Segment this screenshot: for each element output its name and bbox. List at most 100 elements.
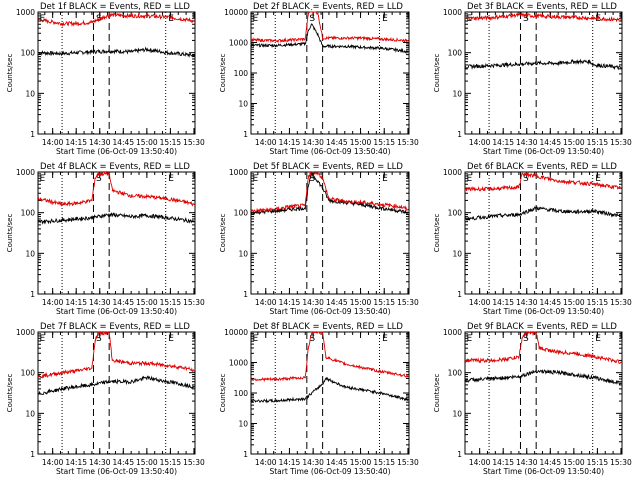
x-tick-label: 14:15 [65, 458, 87, 467]
y-tick-label: 1 [30, 450, 35, 459]
events-data-point [250, 400, 253, 402]
events-data-point [464, 218, 467, 220]
x-tick-label: 14:00 [255, 138, 277, 147]
events-data-point [502, 214, 504, 217]
events-data-point [61, 219, 63, 221]
lld-data-point [593, 183, 595, 185]
lld-data-point [307, 175, 310, 177]
panel-det-6: Det 6f BLACK = Events, RED = LLD Counts/s… [433, 162, 632, 316]
events-series-line [38, 212, 194, 225]
x-tick-label: 15:15 [160, 298, 182, 307]
x-tick-label: 14:30 [302, 298, 324, 307]
lld-data-point [310, 331, 313, 333]
panel-title: Det 4f BLACK = Events, RED = LLD [40, 162, 190, 172]
lld-data-point [502, 15, 504, 17]
x-tick-label: 15:00 [350, 458, 372, 467]
lld-data-point [317, 12, 319, 14]
y-axis-label: Counts/sec [433, 374, 441, 413]
x-tick-label: 14:30 [516, 138, 538, 147]
lld-data-point [359, 366, 362, 368]
events-data-point [317, 34, 319, 36]
x-tick-label: 14:00 [42, 138, 64, 147]
y-tick-label: 1 [243, 450, 248, 459]
lld-data-point [407, 375, 409, 378]
events-data-point [612, 213, 614, 216]
events-data-point [588, 61, 591, 63]
lld-data-point [524, 332, 526, 334]
lld-data-point [359, 201, 362, 203]
events-data-point [593, 377, 595, 379]
y-tick-label: 1 [30, 290, 35, 299]
y-tick-label: 10 [25, 249, 35, 258]
x-tick-label: 14:15 [492, 138, 514, 147]
lld-data-point [407, 208, 409, 211]
lld-data-point [37, 376, 40, 378]
y-tick-label: 10 [238, 420, 248, 429]
lld-data-point [61, 372, 63, 374]
events-data-point [274, 44, 276, 47]
x-tick-label: 14:15 [492, 458, 514, 467]
events-data-point [304, 43, 306, 45]
events-data-point [399, 397, 401, 399]
region-marker: E [253, 14, 259, 24]
x-tick-label: 15:30 [397, 138, 419, 147]
lld-data-point [521, 173, 523, 175]
events-data-point [557, 62, 559, 64]
x-axis-label: Start Time (06-Oct-09 13:50:40) [56, 467, 177, 476]
lld-data-point [304, 38, 306, 40]
lld-data-point [502, 187, 504, 189]
y-axis-label: Counts/sec [6, 374, 14, 413]
lld-data-point [399, 39, 401, 41]
region-marker: E [467, 334, 473, 344]
region-marker: S [523, 14, 529, 24]
events-data-point [322, 187, 324, 189]
x-tick-label: 15:00 [136, 138, 158, 147]
y-axis-label: Counts/sec [6, 214, 14, 253]
y-tick-label: 10000 [224, 8, 248, 17]
panel-det-2: Det 2f BLACK = Events, RED = LLD Counts/s… [219, 2, 419, 156]
y-tick-label: 10 [25, 409, 35, 418]
x-tick-label: 14:00 [255, 298, 277, 307]
lld-data-point [535, 175, 537, 177]
events-data-point [557, 372, 559, 374]
y-tick-label: 1 [243, 130, 248, 139]
panel-title: Det 3f BLACK = Events, RED = LLD [467, 2, 617, 12]
x-axis-label: Start Time (06-Oct-09 13:50:40) [269, 467, 390, 476]
events-data-point [274, 400, 276, 402]
y-tick-label: 100 [234, 389, 249, 398]
region-marker: E [595, 334, 601, 344]
events-data-point [488, 378, 490, 380]
y-tick-label: 100 [21, 209, 36, 218]
x-tick-label: 14:45 [539, 298, 561, 307]
region-marker: E [595, 174, 601, 184]
x-tick-label: 15:15 [373, 458, 395, 467]
x-tick-label: 15:00 [136, 298, 158, 307]
events-data-point [407, 51, 409, 53]
x-tick-label: 14:15 [65, 298, 87, 307]
y-tick-label: 100 [448, 49, 463, 58]
x-tick-label: 14:45 [539, 138, 561, 147]
lld-data-point [193, 20, 195, 22]
x-tick-label: 14:00 [42, 298, 64, 307]
lld-data-point [612, 186, 614, 188]
y-tick-label: 1000 [16, 328, 35, 337]
panel-title: Det 8f BLACK = Events, RED = LLD [253, 322, 403, 332]
events-data-point [344, 45, 346, 47]
events-data-point [317, 180, 319, 182]
events-data-point [185, 219, 187, 221]
lld-data-point [310, 8, 313, 11]
lld-data-point [535, 332, 537, 334]
y-tick-label: 10 [238, 249, 248, 258]
events-series-line [251, 376, 408, 404]
plot-frame [37, 11, 196, 135]
y-tick-label: 1 [457, 130, 462, 139]
x-tick-label: 15:30 [610, 298, 632, 307]
panel-det-4: Det 4f BLACK = Events, RED = LLD Counts/s… [6, 162, 205, 316]
y-tick-label: 1 [457, 290, 462, 299]
x-tick-label: 14:15 [279, 458, 301, 467]
events-data-point [344, 386, 346, 388]
lld-data-point [185, 201, 187, 203]
x-tick-label: 15:15 [587, 298, 609, 307]
panel-title: Det 7f BLACK = Events, RED = LLD [40, 322, 190, 332]
x-tick-label: 14:30 [89, 138, 111, 147]
